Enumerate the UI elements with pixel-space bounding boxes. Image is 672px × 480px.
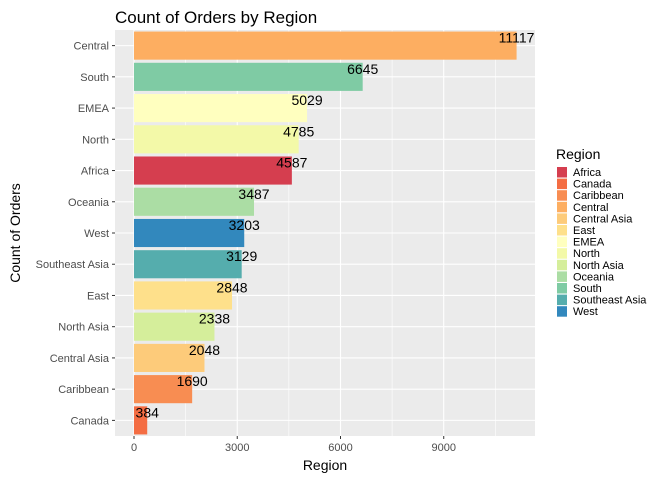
x-tick-label: 0 [131, 442, 137, 454]
legend-swatch-east [557, 225, 567, 236]
legend-swatch-southeast-asia [557, 294, 567, 306]
data-label: 2338 [199, 311, 230, 327]
legend: Region AfricaCanadaCaribbeanCentralCentr… [556, 146, 647, 318]
legend-label: North Asia [573, 260, 625, 272]
bar-north [134, 125, 299, 154]
x-tick-label: 3000 [225, 442, 249, 454]
legend-label: Africa [573, 167, 602, 179]
data-labels: 11117 6645 5029 4785 4587 3487 3203 3129 2848 233… [136, 30, 535, 421]
legend-swatch-emea [557, 236, 567, 248]
bar-south [134, 62, 363, 91]
y-tick-label: Caribbean [58, 384, 109, 396]
data-label: 4785 [283, 123, 314, 139]
bar-east [134, 281, 233, 310]
y-tick-label: North Asia [58, 322, 110, 334]
y-tick-label: Canada [70, 415, 109, 427]
bar-west [134, 218, 245, 248]
legend-swatch-west [557, 306, 567, 317]
x-tick-label: 6000 [328, 442, 352, 454]
x-tick-label: 9000 [431, 442, 455, 454]
data-label: 2848 [216, 279, 247, 295]
legend-swatch-caribbean [557, 190, 567, 201]
data-label: 3129 [226, 248, 257, 264]
data-label: 3487 [238, 186, 269, 202]
y-tick-label: Central [74, 41, 109, 53]
legend-label: Southeast Asia [573, 295, 647, 307]
data-label: 6645 [347, 61, 378, 77]
bars [134, 31, 517, 435]
legend-label: East [573, 225, 595, 237]
y-tick-label: North [82, 134, 109, 146]
bar-emea [134, 94, 308, 123]
data-label: 5029 [291, 92, 322, 108]
legend-swatch-south [557, 283, 567, 294]
data-label: 3203 [229, 217, 260, 233]
legend-label: Caribbean [573, 190, 624, 202]
legend-label: EMEA [573, 237, 605, 249]
legend-label: West [573, 306, 598, 318]
legend-label: Central Asia [573, 213, 633, 225]
bar-north-asia [134, 312, 215, 341]
bar-central [134, 31, 517, 60]
bar-oceania [134, 187, 255, 216]
y-tick-label: Central Asia [50, 353, 110, 365]
y-tick-label: West [84, 228, 109, 240]
bar-africa [134, 156, 292, 185]
bar-canada [134, 406, 148, 435]
legend-label: Canada [573, 179, 612, 191]
legend-label: South [573, 283, 602, 295]
data-label: 384 [136, 404, 160, 420]
y-axis-title: Count of Orders [7, 183, 23, 283]
legend-swatch-central [557, 201, 567, 213]
bar-southeast-asia [134, 250, 242, 279]
y-tick-label: Southeast Asia [36, 259, 110, 271]
data-label: 2048 [189, 342, 220, 358]
y-tick-label: EMEA [78, 103, 110, 115]
chart-title: Count of Orders by Region [115, 8, 317, 27]
legend-swatch-africa [557, 167, 567, 178]
x-axis-title: Region [303, 457, 347, 473]
legend-swatch-central-asia [557, 213, 567, 224]
bar-caribbean [134, 375, 193, 404]
legend-label: Central [573, 202, 608, 214]
legend-swatch-oceania [557, 271, 567, 282]
legend-swatch-north [557, 248, 567, 259]
bar-central-asia [134, 343, 205, 372]
legend-label: North [573, 248, 600, 260]
legend-swatch-canada [557, 178, 567, 190]
data-label: 11117 [499, 30, 535, 46]
y-tick-label: Africa [81, 166, 110, 178]
x-axis-ticks: 0 3000 6000 9000 [131, 436, 456, 454]
data-label: 4587 [276, 155, 307, 171]
y-tick-label: East [87, 290, 109, 302]
y-tick-label: South [80, 72, 109, 84]
legend-label: Oceania [573, 271, 615, 283]
legend-swatch-north-asia [557, 259, 567, 271]
legend-title: Region [556, 146, 600, 162]
data-label: 1690 [177, 373, 208, 389]
y-axis-ticks: Central South EMEA North Africa Oceania West So… [36, 41, 115, 427]
y-tick-label: Oceania [68, 197, 110, 209]
